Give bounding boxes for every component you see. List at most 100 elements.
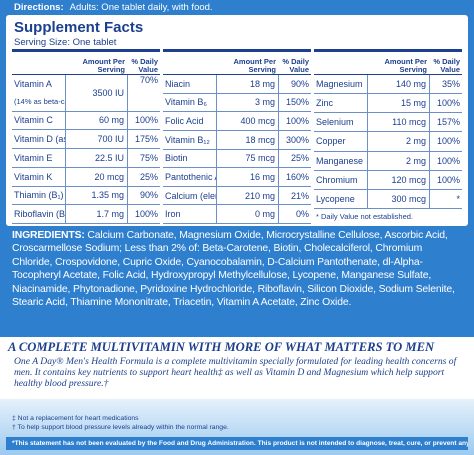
nutrient-amount: 120 mcg [367,170,430,189]
nutrient-row: Copper 2 mg 100% [314,132,462,152]
nutrient-name: Vitamin A (14% as beta-carotene) [12,75,65,111]
nutrient-row: Pantothenic Acid16 mg 160% [163,168,311,187]
nutrient-name: Vitamin B₁₂ [165,134,210,145]
nutrient-amount: 3 mg [216,93,279,112]
nutrient-row: Biotin 75 mcg 25% [163,149,311,169]
nutrient-amount: 300 mcg [367,189,430,208]
header-spacer [12,52,67,74]
nutrient-name: Riboflavin (B₂) [14,209,65,220]
nutrient-row: Lycopene 300 mcg * [314,189,462,209]
nutrient-dv: 160% [285,171,309,182]
nutrient-amount: 110 mcg [367,113,430,132]
ingredients: INGREDIENTS: Calcium Carbonate, Magnesiu… [12,229,464,309]
facts-column: Amount Per Serving% Daily Value Magnesium… [314,49,462,224]
header-spacer [314,52,369,74]
nutrient-name: Magnesium [316,79,363,90]
header-amount: Amount Per Serving [233,57,276,74]
nutrient-name: Selenium [316,117,354,128]
header-amount: Amount Per Serving [384,57,427,74]
nutrient-amount: 75 mcg [216,149,279,168]
claim-heading: A COMPLETE MULTIVITAMIN WITH MORE OF WHA… [8,340,435,354]
nutrient-row: Vitamin D (as Vitamin D₃)700 IU 175% [12,130,160,149]
nutrient-amount: 20 mcg [65,167,128,186]
column-header: Amount Per Serving % Daily Value [163,52,311,75]
nutrient-name: Pantothenic Acid [165,171,216,182]
nutrient-amount: 140 mg [367,75,430,94]
supplement-facts: Supplement Facts Serving Size: One table… [6,15,468,226]
nutrient-amount: 2 mg [367,151,430,170]
nutrient-dv: 25% [290,153,309,164]
nutrient-name: Copper [316,136,346,147]
nutrient-dv: 90% [139,190,158,201]
footer: ‡ Not a replacement for heart medication… [0,399,474,455]
nutrient-name: Niacin [165,78,191,89]
header-amount: Amount Per Serving [82,57,125,74]
nutrient-amount: 210 mg [216,186,279,205]
nutrient-dv: 25% [139,171,158,182]
facts-title: Supplement Facts [14,19,144,36]
nutrient-name: Vitamin E [14,152,53,163]
nutrient-name: Manganese [316,155,364,166]
nutrient-amount: 3500 IU [65,75,128,111]
column-header: Amount Per Serving % Daily Value [314,52,462,75]
directions-text: Adults: One tablet daily, with food. [69,2,213,13]
nutrient-name: Folic Acid [165,116,204,127]
claim-section: A COMPLETE MULTIVITAMIN WITH MORE OF WHA… [0,337,474,399]
serving-size: Serving Size: One tablet [14,37,117,48]
nutrient-row: Vitamin C 60 mg 100% [12,111,160,131]
column-header: Amount Per Serving % Daily Value [12,52,160,75]
disclaimer: *This statement has not been evaluated b… [6,437,468,450]
nutrient-name: Lycopene [316,193,355,204]
nutrient-dv: 100% [134,209,158,220]
nutrient-name: Chromium [316,174,358,185]
nutrient-dv: 100% [436,155,460,166]
nutrient-amount: 15 mg [367,94,430,113]
nutrient-dv: 100% [436,98,460,109]
footnote: † To help support blood pressure levels … [12,424,229,431]
nutrient-name: Iron [165,209,181,220]
nutrient-dv: 90% [290,78,309,89]
nutrient-dv: 100% [436,136,460,147]
footnotes: ‡ Not a replacement for heart medication… [12,414,229,432]
header-dv: % Daily Value [282,57,309,74]
nutrient-row: Folic Acid 400 mcg 100% [163,112,311,131]
nutrient-row: Iron 0 mg 0% [163,205,311,224]
nutrient-name: Zinc [316,98,334,109]
nutrient-amount: 22.5 IU [65,149,128,167]
nutrient-row: Calcium (elemental)210 mg 21% [163,186,311,206]
nutrient-row: Vitamin B₁₂ 18 mcg 300% [163,130,311,150]
ingredients-text: Calcium Carbonate, Magnesium Oxide, Micr… [12,230,455,309]
nutrient-amount: 2 mg [367,132,430,151]
header-spacer [163,52,218,74]
nutrient-amount: 1.35 mg [65,186,128,205]
nutrient-dv: 100% [436,174,460,185]
nutrient-row: Magnesium 140 mg 35% [314,75,462,95]
directions-bar: Directions: Adults: One tablet daily, wit… [0,0,474,15]
nutrient-row: Thiamin (B₁) 1.35 mg 90% [12,186,160,206]
nutrient-amount: 700 IU [65,130,128,148]
nutrient-amount: 60 mg [65,111,128,130]
facts-column: Amount Per Serving % Daily Value Vitamin A… [12,49,160,224]
ingredients-label: INGREDIENTS: [12,230,85,241]
nutrient-name: Vitamin D (as Vitamin D₃) [14,134,65,145]
nutrient-dv: 100% [285,116,309,127]
nutrient-row: Zinc 15 mg 100% [314,94,462,114]
header-dv: % Daily Value [131,57,158,74]
nutrient-name: Calcium (elemental) [165,190,216,201]
facts-column: Amount Per Serving % Daily Value Niacin 18 … [163,49,311,224]
nutrient-dv: 75% [139,152,158,163]
claim-text: One A Day® Men's Health Formula is a com… [14,356,457,389]
nutrient-dv: 100% [134,115,158,126]
nutrient-dv: 21% [290,190,309,201]
nutrient-amount: 1.7 mg [65,205,128,223]
nutrient-amount: 0 mg [216,205,279,223]
nutrient-dv: 157% [436,117,460,128]
nutrient-row: Vitamin B₆ 3 mg 150% [163,93,311,113]
nutrient-name: Thiamin (B₁) [14,190,64,201]
nutrient-name: Vitamin C [14,115,53,126]
nutrient-row: Riboflavin (B₂)1.7 mg 100% [12,205,160,224]
nutrient-amount: 400 mcg [216,112,279,130]
nutrient-row: Manganese 2 mg 100% [314,151,462,171]
nutrient-dv: 175% [134,134,158,145]
